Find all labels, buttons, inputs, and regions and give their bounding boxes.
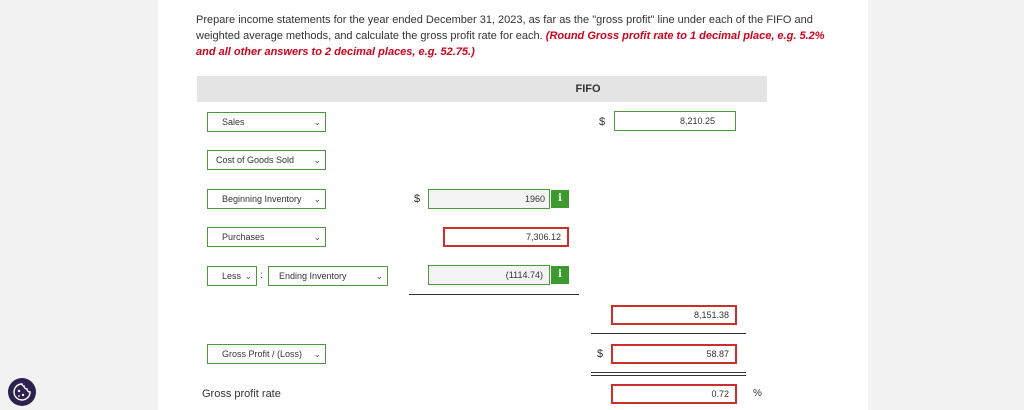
less-select[interactable]: Less ⌄: [207, 266, 257, 286]
sales-select-label: Sales: [222, 117, 245, 127]
purchases-input[interactable]: 7,306.12: [443, 227, 569, 247]
beginning-dollar-sign: $: [414, 193, 421, 205]
instructions: Prepare income statements for the year e…: [196, 12, 846, 60]
info-icon[interactable]: i: [551, 266, 569, 284]
sales-dollar-sign: $: [599, 116, 606, 128]
gross-profit-double-rule: [591, 375, 746, 376]
cogs-total-input[interactable]: 8,151.38: [611, 305, 737, 325]
chevron-down-icon: ⌄: [313, 155, 321, 165]
subtotal-rule: [409, 294, 579, 295]
ending-inventory-input[interactable]: (1114.74): [428, 265, 550, 285]
chevron-down-icon: ⌄: [313, 349, 321, 359]
beginning-inventory-input[interactable]: 1960: [428, 189, 550, 209]
less-select-label: Less: [222, 271, 242, 281]
gross-profit-rule: [591, 372, 746, 373]
percent-sign: %: [753, 388, 762, 399]
cogs-total-rule: [591, 333, 746, 334]
column-header-band: [197, 76, 767, 102]
label-colon: :: [260, 270, 263, 281]
ending-inventory-select[interactable]: Ending Inventory ⌄: [268, 266, 388, 286]
cookie-icon[interactable]: [8, 378, 36, 406]
gross-profit-rate-input[interactable]: 0.72: [611, 384, 737, 404]
rounding-note: (Round Gross profit rate to 1 decimal pl…: [196, 30, 825, 58]
beginning-inventory-label: Beginning Inventory: [222, 194, 302, 204]
gross-profit-dollar-sign: $: [597, 348, 604, 360]
sales-select[interactable]: Sales ⌄: [207, 112, 326, 132]
gross-profit-rate-label: Gross profit rate: [202, 388, 281, 400]
chevron-down-icon: ⌄: [313, 232, 321, 242]
instructions-text: Prepare income statements for the year e…: [196, 14, 813, 42]
cogs-select-label: Cost of Goods Sold: [216, 155, 295, 165]
chevron-down-icon: ⌄: [313, 194, 321, 204]
chevron-down-icon: ⌄: [244, 271, 252, 281]
cookie-icon-graphic: [13, 383, 31, 401]
cogs-select[interactable]: Cost of Goods Sold ⌄: [207, 150, 326, 170]
chevron-down-icon: ⌄: [313, 117, 321, 127]
info-icon[interactable]: i: [551, 190, 569, 208]
chevron-down-icon: ⌄: [375, 271, 383, 281]
purchases-label: Purchases: [222, 232, 265, 242]
gross-profit-label: Gross Profit / (Loss): [222, 349, 303, 359]
beginning-inventory-select[interactable]: Beginning Inventory ⌄: [207, 189, 326, 209]
column-header-fifo: FIFO: [575, 83, 601, 95]
ending-inventory-label: Ending Inventory: [279, 271, 347, 281]
purchases-select[interactable]: Purchases ⌄: [207, 227, 326, 247]
gross-profit-select[interactable]: Gross Profit / (Loss) ⌄: [207, 344, 326, 364]
sales-amount-input[interactable]: 8,210.25: [614, 111, 736, 131]
gross-profit-input[interactable]: 58.87: [611, 344, 737, 364]
